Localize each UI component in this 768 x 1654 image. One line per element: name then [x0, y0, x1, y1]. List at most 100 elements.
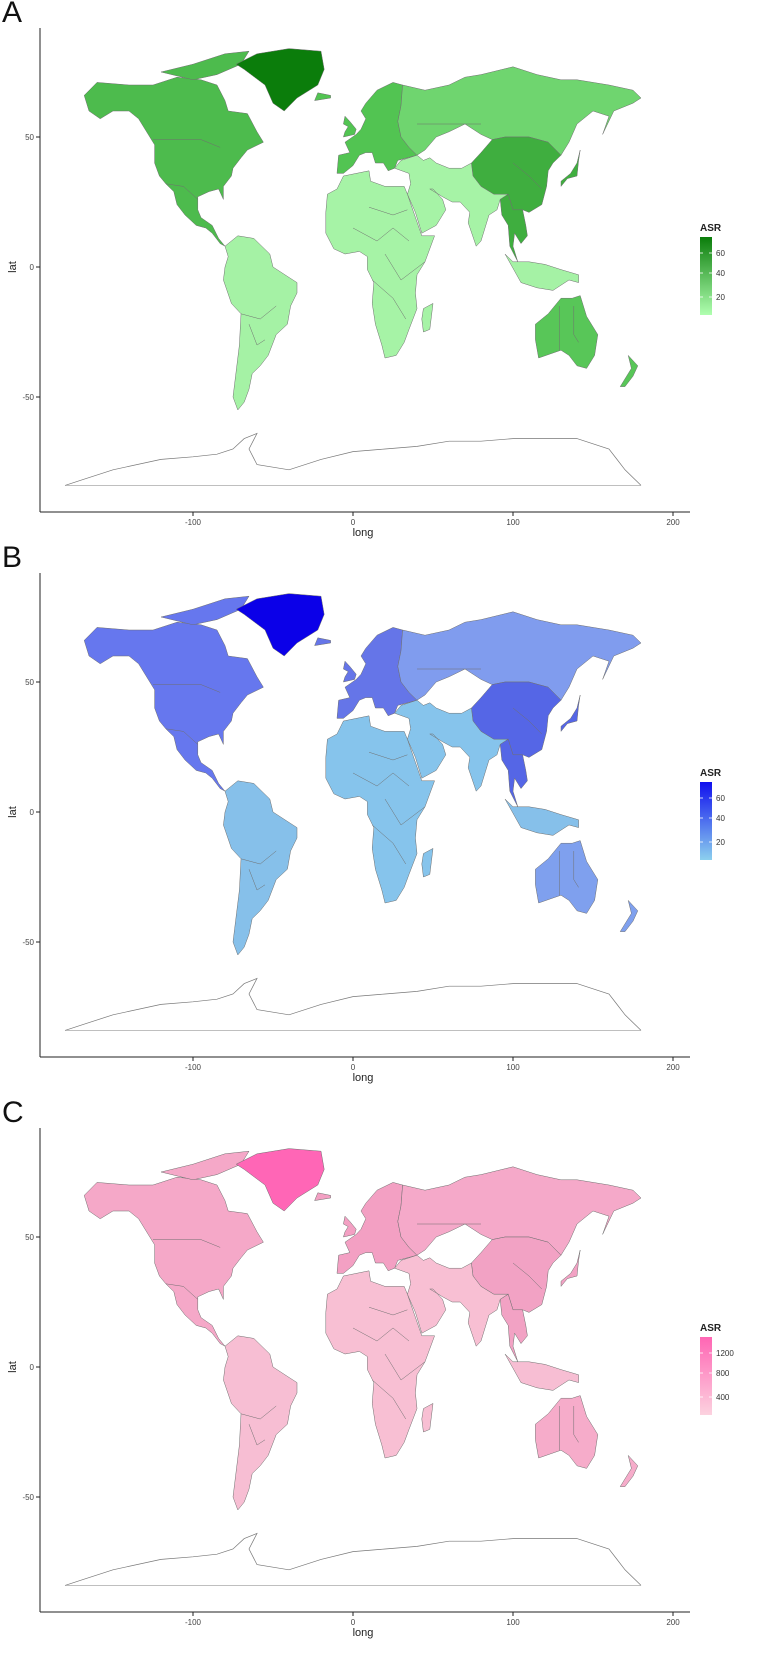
y-tick-label: -50: [22, 938, 34, 947]
country-region-madagascar: [421, 302, 434, 333]
y-tick-label: 50: [25, 678, 34, 687]
world-map-b: -100 0 100 200 50 0 -50 long lat ASR 60 40 20: [7, 573, 725, 1084]
country-region-australia: [535, 840, 599, 914]
country-region-greenland: [235, 48, 325, 112]
country-border: [153, 684, 221, 693]
country-border: [352, 772, 410, 787]
country-region-samerica: [223, 780, 298, 956]
country-border: [240, 305, 277, 320]
country-border: [573, 306, 579, 343]
y-tick-label: 0: [30, 1363, 35, 1372]
legend-colorbar: [700, 237, 712, 315]
y-tick-label: 50: [25, 1233, 34, 1242]
country-region-scandinavia_ice: [314, 1192, 331, 1201]
legend-tick-label: 1200: [716, 1349, 734, 1358]
country-border: [368, 1306, 408, 1316]
country-region-samerica: [223, 1335, 298, 1511]
x-tick-label: -100: [185, 1618, 202, 1627]
country-border: [512, 1262, 542, 1290]
country-region-middleeast: [394, 154, 510, 247]
legend-tick-label: 40: [716, 269, 725, 278]
panel-label: A: [2, 0, 23, 29]
legend-tick-label: 40: [716, 814, 725, 823]
countries: [83, 593, 642, 956]
x-tick-label: 0: [351, 1063, 356, 1072]
country-region-indonesia: [504, 253, 579, 291]
country-border: [372, 824, 407, 865]
country-region-africa: [325, 170, 435, 359]
x-tick-label: 200: [666, 1618, 680, 1627]
y-axis-title: lat: [7, 806, 19, 818]
map-panel-b: B -100 0 100 200 50 0 -50 long lat ASR 60 40 20: [0, 541, 768, 1090]
country-region-seasia: [499, 193, 528, 262]
x-axis-title: long: [353, 1627, 374, 1639]
x-tick-label: 0: [351, 1618, 356, 1627]
country-region-scandinavia_ice: [314, 637, 331, 646]
x-axis-title: long: [353, 1072, 374, 1084]
country-region-russia: [397, 611, 642, 701]
country-region-middleeast: [394, 1254, 510, 1347]
legend-tick-label: 20: [716, 838, 725, 847]
country-border: [384, 1353, 426, 1381]
legend-tick-label: 20: [716, 293, 725, 302]
x-tick-label: -100: [185, 1063, 202, 1072]
country-region-russia: [397, 1166, 642, 1256]
country-region-japan: [560, 149, 581, 188]
country-region-uk: [343, 660, 357, 683]
country-region-australia: [535, 295, 599, 369]
legend-tick-label: 60: [716, 249, 725, 258]
antarctica-outline: [64, 1532, 642, 1586]
y-axis-title: lat: [7, 1361, 19, 1373]
country-region-namerica: [83, 1176, 264, 1347]
x-tick-label: 100: [506, 1618, 520, 1627]
country-region-arctic: [160, 1150, 250, 1181]
country-region-indonesia: [504, 798, 579, 836]
country-region-africa: [325, 715, 435, 904]
country-region-samerica: [223, 235, 298, 411]
country-border: [573, 851, 579, 888]
country-region-greenland: [235, 1148, 325, 1212]
legend-tick-label: 400: [716, 1393, 730, 1402]
country-region-middleeast: [394, 699, 510, 792]
x-tick-label: 200: [666, 518, 680, 527]
country-region-namerica: [83, 76, 264, 247]
map-panel-a: A -100 0 100 200 50 0 -50 long lat ASR 60 40 20: [0, 0, 768, 545]
country-region-namerica: [83, 621, 264, 792]
country-border: [248, 869, 266, 891]
country-region-nz: [619, 1455, 639, 1487]
world-map-a: -100 0 100 200 50 0 -50 long lat ASR 60 40 20: [7, 28, 725, 539]
countries: [83, 48, 642, 411]
panel-label: C: [2, 1096, 24, 1129]
country-region-japan: [560, 694, 581, 733]
y-tick-label: -50: [22, 393, 34, 402]
legend: ASR 1200 800 400: [700, 1323, 734, 1415]
legend-tick-label: 800: [716, 1369, 730, 1378]
country-border: [352, 1327, 410, 1342]
antarctica-outline: [64, 977, 642, 1031]
country-border: [384, 253, 426, 281]
x-tick-label: -100: [185, 518, 202, 527]
legend-title: ASR: [700, 1323, 722, 1334]
country-region-uk: [343, 1215, 357, 1238]
country-border: [573, 1406, 579, 1443]
country-region-arctic: [160, 50, 250, 81]
country-border: [352, 227, 410, 242]
y-tick-label: 0: [30, 808, 35, 817]
x-tick-label: 200: [666, 1063, 680, 1072]
legend-tick-label: 60: [716, 794, 725, 803]
world-map-c: -100 0 100 200 50 0 -50 long lat ASR 1200 800 400: [7, 1128, 734, 1639]
antarctica-outline: [64, 432, 642, 486]
map-panel-c: C -100 0 100 200 50 0 -50 long lat ASR 1200 800 400: [0, 1096, 768, 1645]
x-tick-label: 100: [506, 518, 520, 527]
x-axis-title: long: [353, 527, 374, 539]
y-tick-label: 50: [25, 133, 34, 142]
country-region-seasia: [499, 738, 528, 807]
country-region-arctic: [160, 595, 250, 626]
panel-label: B: [2, 541, 23, 574]
country-border: [248, 1424, 266, 1446]
country-region-madagascar: [421, 1402, 434, 1433]
legend: ASR 60 40 20: [700, 768, 725, 860]
country-region-seasia: [499, 1293, 528, 1362]
countries: [83, 1148, 642, 1511]
country-border: [368, 751, 408, 761]
